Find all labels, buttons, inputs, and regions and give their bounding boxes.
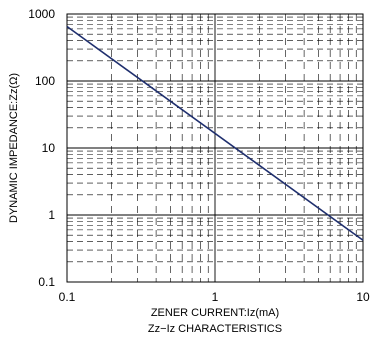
chart-caption: Zz−Iz CHARACTERISTICS xyxy=(148,323,282,335)
plot-grid xyxy=(67,14,363,282)
series-line-0 xyxy=(66,25,364,241)
x-tick-label: 10 xyxy=(356,290,370,304)
y-axis-ticks: 0.1 1 10 100 1000 xyxy=(28,7,55,289)
plot-series xyxy=(66,25,364,241)
plot-frame xyxy=(66,13,364,283)
y-tick-label: 100 xyxy=(35,74,55,88)
y-tick-label: 1 xyxy=(48,208,55,222)
x-tick-label: 0.1 xyxy=(59,290,76,304)
y-tick-label: 10 xyxy=(42,141,56,155)
x-axis-label: ZENER CURRENT:Iz(mA) xyxy=(151,307,279,319)
x-tick-label: 1 xyxy=(212,290,219,304)
y-tick-label: 1000 xyxy=(28,7,55,21)
y-axis-label: DYNAMIC IMPEDANCE:Zz(Ω) xyxy=(8,73,20,223)
x-axis-ticks: 0.1 1 10 xyxy=(59,290,370,304)
y-tick-label: 0.1 xyxy=(38,275,55,289)
